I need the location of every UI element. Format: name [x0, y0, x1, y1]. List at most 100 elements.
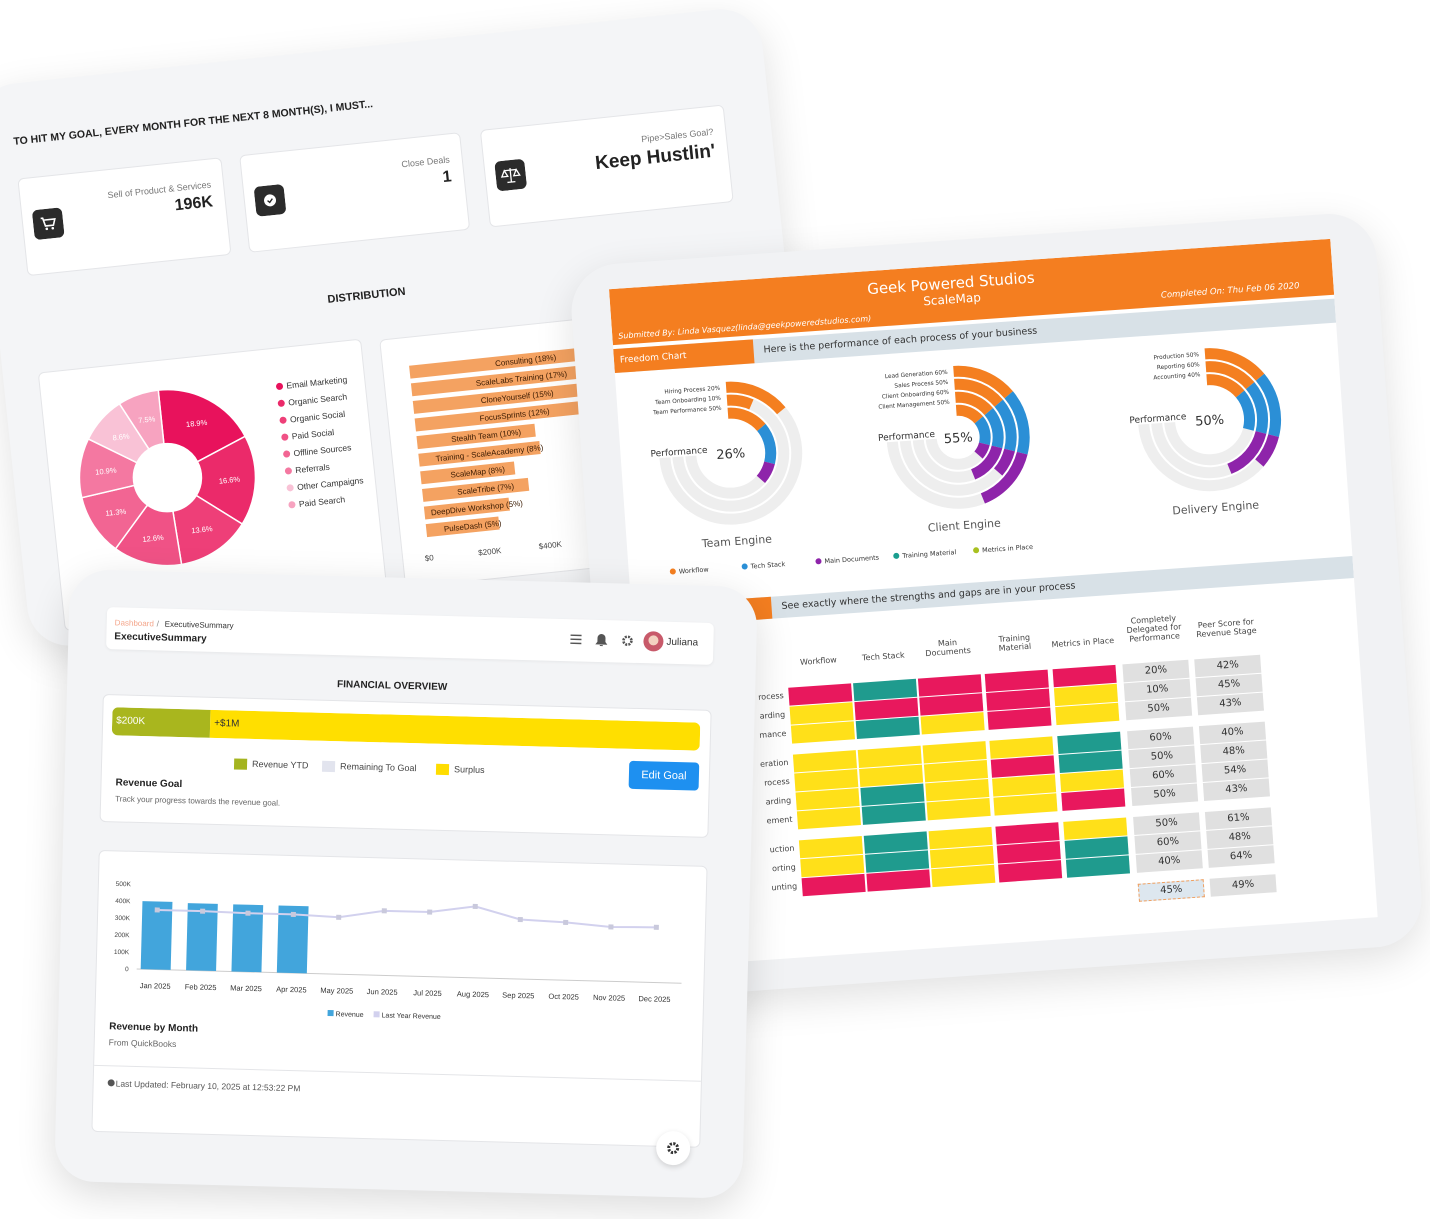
column-header-text: Training Material — [998, 632, 1032, 653]
revenue-bar — [231, 904, 264, 973]
legend-label: Metrics in Place — [982, 543, 1033, 555]
ring-segment — [726, 394, 754, 410]
legend-label: Surplus — [453, 764, 485, 776]
legend-dot — [893, 552, 900, 559]
column-header-text: Tech Stack — [861, 650, 905, 663]
bell-icon[interactable] — [595, 634, 608, 647]
bar — [414, 399, 595, 432]
distribution-title: DISTRIBUTION — [326, 285, 407, 306]
bar — [412, 381, 602, 414]
heat-cell — [993, 793, 1058, 816]
financial-card: $200K +$1M Revenue YTD Remaining To Goal Sur… — [99, 693, 712, 838]
delegated-cell: 50% — [1125, 697, 1193, 721]
legend-swatch — [321, 760, 336, 773]
financial-title: FINANCIAL OVERVIEW — [336, 679, 448, 694]
ring-segment — [1204, 348, 1265, 381]
column-header: Peer Score for Revenue Stage — [1190, 595, 1261, 640]
column-header-text: Main Documents — [925, 637, 972, 659]
y-tick-label: 300K — [115, 915, 131, 922]
y-tick-label: 200K — [114, 932, 130, 939]
settings-icon[interactable] — [622, 635, 633, 647]
ring-segment — [756, 423, 777, 465]
x-tick-label: Aug 2025 — [457, 989, 489, 999]
revenue-bar — [186, 903, 218, 972]
ring-segment — [725, 381, 786, 415]
slice-label: 10.9% — [95, 466, 117, 477]
breadcrumb-current: ExecutiveSummary — [164, 619, 234, 631]
legend-label: Tech Stack — [749, 560, 785, 570]
settings-button[interactable] — [655, 1130, 691, 1166]
engine-charts: Hiring Process 20%Team Onboarding 10%Tea… — [650, 348, 1282, 576]
legend-label: Revenue — [335, 1011, 363, 1019]
bar-card: Consulting (18%) ScaleLabs Training (17%)… — [379, 314, 649, 589]
process-label: Production 50% — [1153, 352, 1199, 361]
peer-cell: 43% — [1196, 692, 1264, 716]
slice-label: 11.3% — [105, 507, 127, 518]
ring-segment — [953, 365, 1013, 399]
settings-glyph — [667, 1142, 680, 1155]
edit-goal-button[interactable]: Edit Goal — [628, 760, 700, 791]
legend-dot — [288, 501, 296, 509]
legend-label: Paid Social — [291, 427, 334, 441]
card-icon — [494, 159, 527, 191]
column-header: Main Documents — [914, 614, 981, 658]
legend-dot — [283, 450, 291, 458]
slice-label: 12.6% — [142, 533, 164, 544]
ring-segment — [984, 408, 1004, 449]
revenue-chart: 0 100K 200K 300K 400K 500K Jan 2025 Feb 2025 Mar… — [114, 881, 682, 1021]
process-label: Accounting 40% — [1153, 372, 1201, 381]
column-header: Training Material — [981, 610, 1048, 654]
slice-label: 18.9% — [186, 418, 208, 429]
menu-icon[interactable] — [570, 634, 582, 645]
x-axis — [136, 968, 682, 984]
x-tick-label: Jul 2025 — [413, 988, 442, 998]
line-marker — [427, 909, 433, 915]
column-header-text: Completely Delegated for Performance — [1126, 613, 1182, 644]
bar — [423, 497, 510, 520]
process-label: Reporting 60% — [1157, 362, 1201, 371]
legend-label: Remaining To Goal — [339, 761, 417, 774]
progress-bar: $200K +$1M — [111, 707, 701, 751]
legend-label: Referrals — [295, 462, 330, 476]
ring-segment — [1205, 361, 1255, 390]
breadcrumb-link: Dashboard — [114, 618, 154, 629]
column-header: Metrics in Place — [1048, 605, 1115, 649]
total-delegated: 45% — [1137, 879, 1205, 902]
legend-dot — [973, 547, 980, 554]
ring-segment — [1245, 382, 1269, 434]
legend-label: Email Marketing — [286, 374, 348, 390]
slice-label: 16.6% — [218, 475, 240, 486]
slice-label: 8.6% — [112, 432, 130, 443]
column-header: Tech Stack — [849, 619, 916, 663]
executive-panel: Dashboard / ExecutiveSummary ExecutiveSumma… — [54, 569, 758, 1199]
bar — [409, 343, 623, 379]
y-tick-label: 400K — [115, 898, 131, 905]
goal-panel: TO HIT MY GOAL, EVERY MONTH FOR THE NEXT… — [0, 5, 818, 650]
legend-dot — [669, 568, 676, 575]
ring-segment — [980, 451, 1028, 504]
legend-dot — [741, 563, 748, 570]
performance-value: 50% — [1195, 413, 1225, 430]
card-label: Close Deals — [400, 154, 451, 170]
y-tick-label: 100K — [114, 949, 130, 956]
slice-label: 13.6% — [191, 524, 213, 535]
ring-segment — [994, 399, 1017, 452]
slice-label: 7.5% — [138, 414, 156, 425]
card-value: 1 — [441, 168, 453, 187]
heat-cell — [1065, 855, 1131, 878]
legend-label: Training Material — [901, 548, 957, 560]
chart-subtitle: From QuickBooks — [108, 1037, 177, 1050]
x-tick-label: Nov 2025 — [593, 993, 625, 1003]
legend-label: Last Year Revenue — [381, 1012, 440, 1021]
ring-segment — [1255, 373, 1282, 437]
y-tick-label: 500K — [116, 881, 132, 888]
legend-swatch — [233, 758, 248, 770]
x-tick-label: Apr 2025 — [276, 985, 307, 995]
x-tick-label: Dec 2025 — [638, 994, 670, 1004]
line-marker — [200, 908, 206, 914]
bar — [425, 516, 500, 538]
line-marker — [517, 916, 523, 923]
icon-bg — [32, 207, 65, 240]
performance-label: Performance — [1129, 412, 1187, 426]
breadcrumb-separator: / — [156, 619, 160, 629]
